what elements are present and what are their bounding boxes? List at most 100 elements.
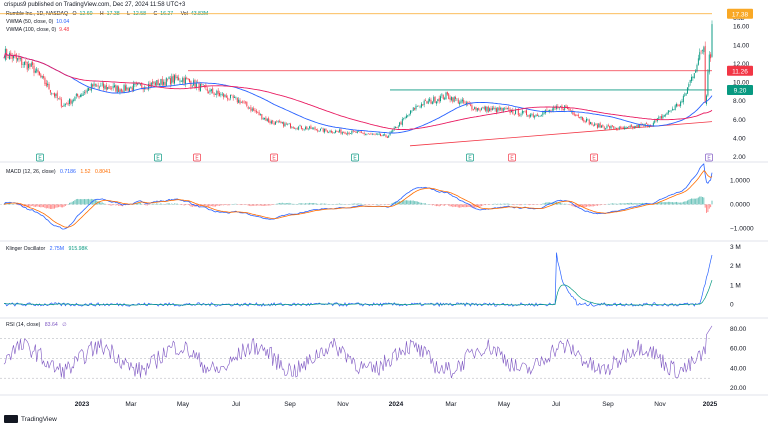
macd-histogram-bar bbox=[49, 204, 51, 209]
candle-body bbox=[470, 104, 472, 106]
time-tick-label: Sep bbox=[602, 401, 614, 408]
price-tick-label: 4.00 bbox=[733, 135, 746, 142]
macd-histogram-bar bbox=[33, 204, 35, 207]
rsi-tick-label: 40.00 bbox=[730, 365, 747, 372]
candle-body bbox=[28, 64, 30, 69]
vwma50-line bbox=[3, 52, 713, 134]
macd-histogram-bar bbox=[613, 203, 615, 205]
macd-histogram-bar bbox=[81, 199, 83, 205]
candle-body bbox=[347, 132, 349, 135]
candle-body bbox=[676, 103, 678, 107]
candle-body bbox=[36, 68, 38, 72]
candle-body bbox=[558, 107, 560, 109]
candle-body bbox=[512, 109, 514, 114]
klinger-tick-label: 2 M bbox=[730, 263, 741, 270]
macd-histogram-bar bbox=[358, 203, 360, 205]
candle-body bbox=[374, 133, 376, 135]
candle-body bbox=[104, 85, 106, 89]
candle-body bbox=[265, 117, 267, 121]
candle-body bbox=[11, 54, 13, 59]
rsi-legend: RSI (14, close) 83.64 ∅ bbox=[6, 322, 67, 328]
candle-body bbox=[37, 70, 39, 73]
candle-body bbox=[696, 64, 698, 72]
macd-histogram-bar bbox=[500, 203, 502, 205]
macd-histogram-bar bbox=[104, 203, 106, 205]
macd-histogram-bar bbox=[257, 204, 259, 206]
candle-body bbox=[321, 128, 323, 129]
macd-histogram-bar bbox=[692, 198, 694, 205]
tradingview-footer: TradingView bbox=[4, 415, 57, 423]
candle-body bbox=[272, 120, 274, 123]
candle-body bbox=[491, 107, 493, 111]
macd-histogram-bar bbox=[354, 203, 356, 205]
candle-body bbox=[397, 126, 399, 128]
candle-body bbox=[56, 92, 58, 99]
macd-histogram-bar bbox=[351, 203, 353, 205]
macd-histogram-bar bbox=[494, 203, 496, 205]
candle-body bbox=[161, 78, 163, 86]
candle-body bbox=[420, 103, 422, 108]
macd-histogram-bar bbox=[467, 204, 469, 208]
candle-body bbox=[114, 85, 115, 88]
macd-histogram-bar bbox=[355, 203, 357, 205]
macd-histogram-bar bbox=[472, 204, 474, 208]
candle-body bbox=[673, 109, 675, 110]
macd-histogram-bar bbox=[667, 201, 669, 205]
macd-histogram-bar bbox=[198, 204, 200, 207]
macd-histogram-bar bbox=[480, 204, 482, 207]
candle-body bbox=[322, 128, 324, 132]
candle-body bbox=[21, 57, 23, 65]
candle-body bbox=[108, 86, 110, 89]
macd-legend: MACD (12, 26, close) 0.7186 1.52 0.8041 bbox=[6, 169, 111, 175]
candle-body bbox=[441, 94, 443, 96]
macd-histogram-bar bbox=[624, 203, 626, 205]
candle-body bbox=[69, 98, 70, 104]
macd-histogram-bar bbox=[707, 204, 709, 213]
candle-body bbox=[109, 88, 111, 90]
macd-histogram-bar bbox=[640, 203, 642, 205]
candle-body bbox=[153, 82, 155, 84]
candle-body bbox=[277, 121, 279, 122]
macd-histogram-bar bbox=[577, 204, 579, 208]
time-tick-label: May bbox=[177, 401, 190, 408]
macd-histogram-bar bbox=[224, 204, 226, 205]
macd-histogram-bar bbox=[547, 202, 549, 205]
macd-histogram-bar bbox=[307, 203, 309, 205]
candle-body bbox=[452, 97, 454, 102]
candle-body bbox=[590, 121, 592, 125]
candle-body bbox=[134, 83, 136, 85]
macd-histogram-bar bbox=[51, 204, 53, 209]
candle-body bbox=[479, 110, 481, 112]
candle-body bbox=[401, 119, 403, 125]
candle-body bbox=[23, 61, 25, 65]
candle-body bbox=[519, 114, 521, 116]
price-badge-label: 17.38 bbox=[732, 11, 749, 18]
macd-histogram-bar bbox=[291, 203, 293, 205]
macd-histogram-bar bbox=[420, 202, 422, 205]
candle-body bbox=[613, 126, 615, 129]
candle-body bbox=[332, 132, 334, 134]
candle-body bbox=[605, 128, 607, 129]
candle-body bbox=[137, 83, 139, 85]
macd-histogram-bar bbox=[416, 201, 418, 205]
candle-body bbox=[264, 117, 266, 120]
candle-body bbox=[313, 127, 315, 129]
event-marker-label: E bbox=[38, 156, 42, 162]
macd-histogram-bar bbox=[339, 203, 341, 205]
macd-histogram-bar bbox=[677, 202, 679, 205]
macd-histogram-bar bbox=[321, 203, 323, 205]
macd-histogram-bar bbox=[315, 203, 317, 205]
macd-histogram-bar bbox=[146, 204, 148, 206]
macd-histogram-bar bbox=[658, 202, 660, 205]
candle-body bbox=[426, 101, 428, 104]
macd-histogram-bar bbox=[32, 204, 34, 206]
macd-histogram-bar bbox=[700, 196, 702, 205]
candle-body bbox=[508, 107, 510, 109]
macd-histogram-bar bbox=[422, 203, 424, 205]
candle-body bbox=[633, 126, 635, 129]
candle-body bbox=[254, 110, 256, 112]
candle-body bbox=[44, 77, 46, 85]
macd-histogram-bar bbox=[265, 204, 267, 206]
candle-body bbox=[336, 131, 338, 132]
